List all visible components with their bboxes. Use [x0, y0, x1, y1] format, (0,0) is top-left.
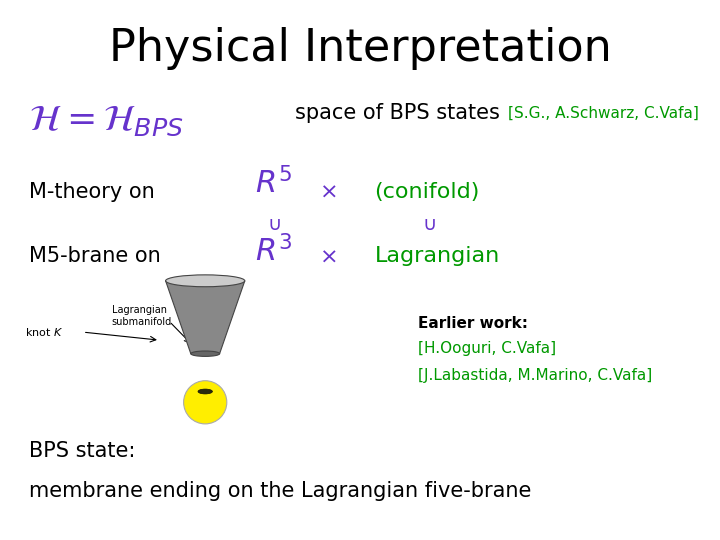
Text: $\cup$: $\cup$: [266, 214, 281, 234]
Text: $\cup$: $\cup$: [421, 214, 436, 234]
Text: M5-brane on: M5-brane on: [29, 246, 161, 267]
Text: Lagrangian: Lagrangian: [374, 246, 500, 267]
Text: Earlier work:: Earlier work:: [418, 316, 528, 332]
Text: BPS state:: BPS state:: [29, 441, 135, 461]
Text: $\times$: $\times$: [319, 181, 336, 202]
Text: $R^5$: $R^5$: [255, 167, 292, 200]
Text: membrane ending on the Lagrangian five-brane: membrane ending on the Lagrangian five-b…: [29, 481, 531, 502]
Ellipse shape: [198, 389, 212, 394]
Text: knot $K$: knot $K$: [25, 326, 63, 338]
Text: $\times$: $\times$: [319, 246, 336, 267]
Ellipse shape: [184, 381, 227, 424]
Text: [S.G., A.Schwarz, C.Vafa]: [S.G., A.Schwarz, C.Vafa]: [508, 106, 698, 121]
Text: Physical Interpretation: Physical Interpretation: [109, 27, 611, 70]
Ellipse shape: [191, 351, 220, 356]
Text: $R^3$: $R^3$: [255, 235, 292, 267]
Text: Lagrangian
submanifold: Lagrangian submanifold: [112, 305, 172, 327]
Polygon shape: [166, 281, 245, 354]
Text: (conifold): (conifold): [374, 181, 480, 202]
Text: M-theory on: M-theory on: [29, 181, 155, 202]
Text: [H.Ooguri, C.Vafa]: [H.Ooguri, C.Vafa]: [418, 341, 556, 356]
Text: [J.Labastida, M.Marino, C.Vafa]: [J.Labastida, M.Marino, C.Vafa]: [418, 368, 652, 383]
Text: $\mathcal{H} = \mathcal{H}_{BPS}$: $\mathcal{H} = \mathcal{H}_{BPS}$: [29, 105, 184, 138]
Ellipse shape: [166, 275, 245, 287]
Text: space of BPS states: space of BPS states: [295, 103, 500, 124]
